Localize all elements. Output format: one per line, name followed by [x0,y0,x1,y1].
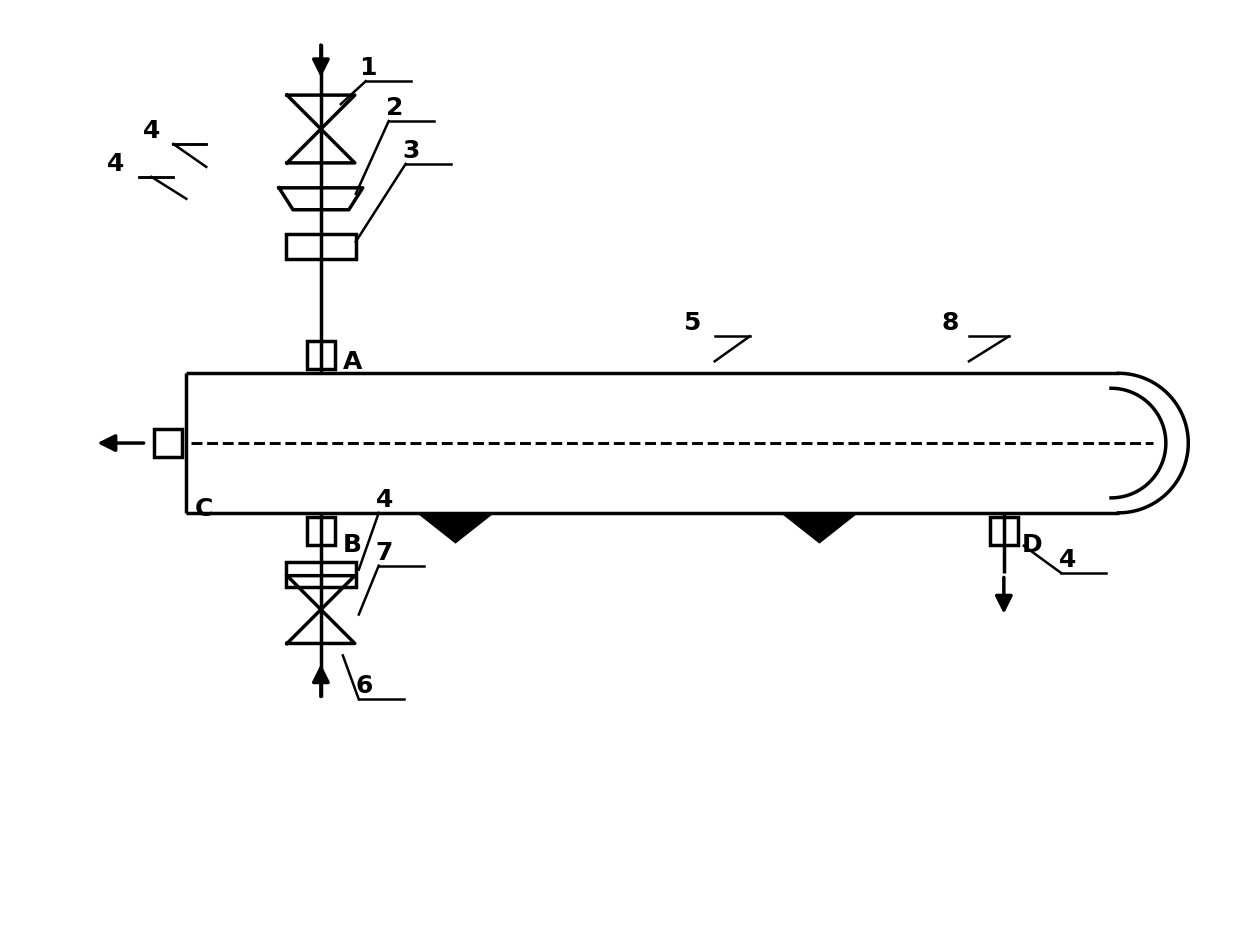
Bar [308,517,335,545]
Text: 4: 4 [107,151,124,175]
Bar [155,430,182,458]
Text: 8: 8 [941,311,959,335]
Polygon shape [418,513,494,543]
Text: 4: 4 [1059,548,1076,571]
Bar [308,342,335,370]
Bar [286,562,356,587]
Text: A: A [342,350,362,374]
Text: 4: 4 [376,487,393,511]
Text: 2: 2 [386,96,403,120]
Text: 1: 1 [358,56,376,80]
Text: 3: 3 [403,139,420,162]
Text: B: B [342,532,362,556]
Text: 7: 7 [376,540,393,564]
Text: 6: 6 [356,674,373,698]
Text: 4: 4 [144,119,161,143]
Text: D: D [1022,532,1043,556]
Polygon shape [781,513,857,543]
Text: 5: 5 [683,311,701,335]
Bar [286,235,356,260]
Bar [990,517,1018,545]
Text: C: C [195,496,212,521]
